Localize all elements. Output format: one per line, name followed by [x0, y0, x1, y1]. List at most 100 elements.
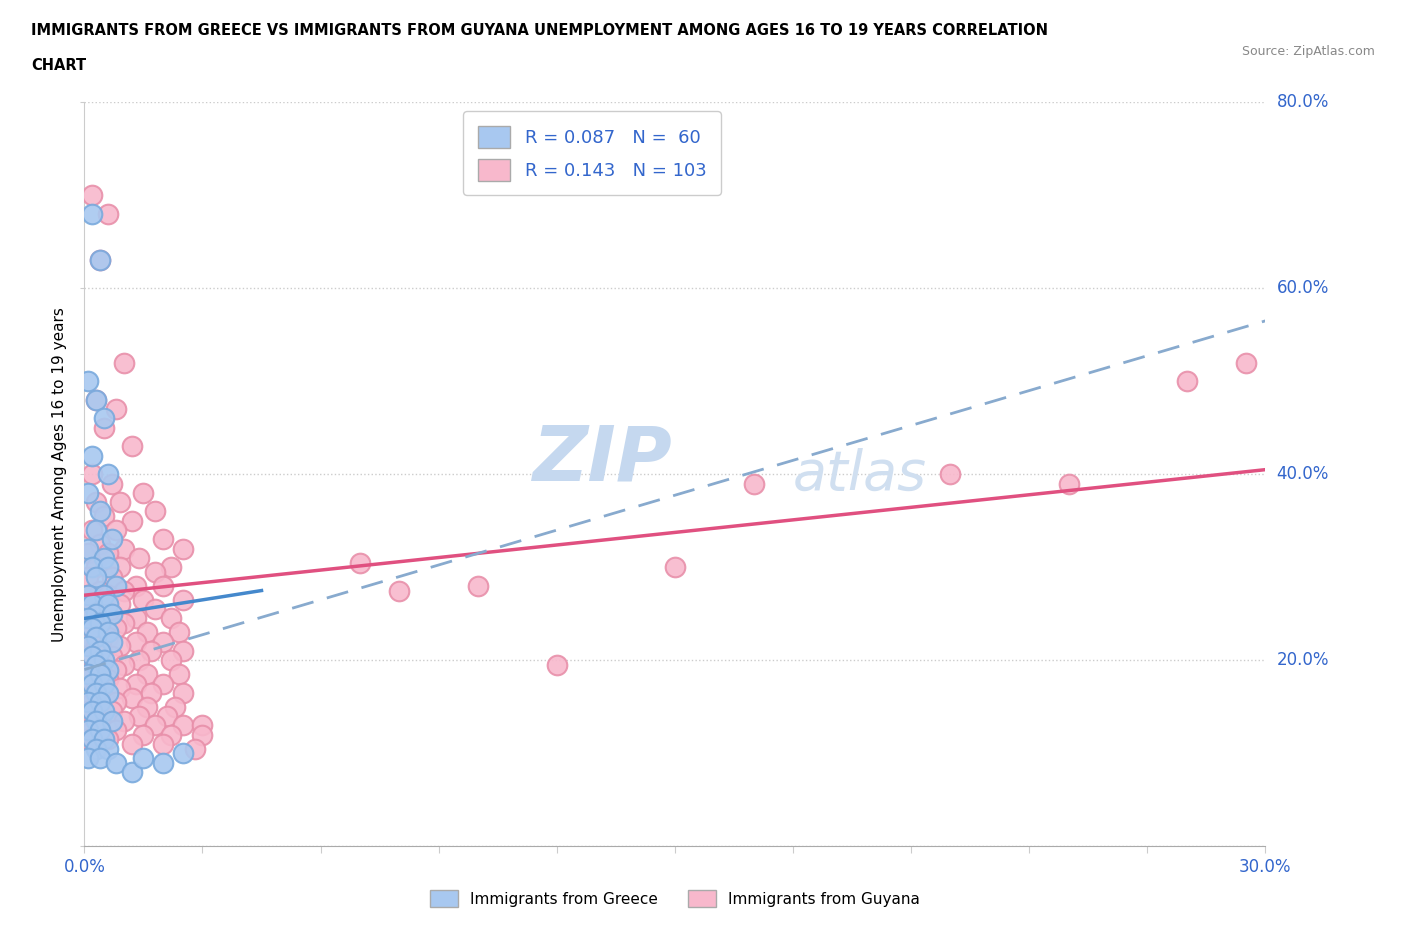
Point — [742, 476, 765, 491]
Point — [101, 704, 124, 719]
Point — [89, 713, 111, 728]
Point — [77, 630, 100, 644]
Point — [121, 513, 143, 528]
Point — [84, 523, 107, 538]
Point — [77, 671, 100, 686]
Point — [172, 592, 194, 607]
Point — [77, 588, 100, 603]
Point — [77, 751, 100, 765]
Point — [93, 704, 115, 719]
Point — [84, 392, 107, 407]
Point — [93, 676, 115, 691]
Point — [108, 681, 131, 696]
Point — [97, 560, 120, 575]
Point — [104, 402, 127, 417]
Point — [939, 467, 962, 482]
Point — [82, 467, 104, 482]
Point — [84, 741, 107, 756]
Point — [77, 374, 100, 389]
Text: IMMIGRANTS FROM GREECE VS IMMIGRANTS FROM GUYANA UNEMPLOYMENT AMONG AGES 16 TO 1: IMMIGRANTS FROM GREECE VS IMMIGRANTS FRO… — [31, 23, 1047, 38]
Point — [132, 751, 155, 765]
Point — [93, 420, 115, 435]
Point — [108, 597, 131, 612]
Point — [93, 411, 115, 426]
Point — [97, 630, 120, 644]
Point — [191, 718, 214, 733]
Point — [152, 737, 174, 751]
Point — [89, 644, 111, 658]
Point — [84, 569, 107, 584]
Point — [84, 606, 107, 621]
Legend: R = 0.087   N =  60, R = 0.143   N = 103: R = 0.087 N = 60, R = 0.143 N = 103 — [464, 112, 721, 195]
Point — [141, 685, 163, 700]
Point — [89, 695, 111, 710]
Point — [97, 467, 120, 482]
Point — [167, 625, 190, 640]
Point — [97, 671, 120, 686]
Y-axis label: Unemployment Among Ages 16 to 19 years: Unemployment Among Ages 16 to 19 years — [52, 307, 67, 642]
Point — [160, 560, 183, 575]
Point — [82, 723, 104, 737]
Point — [141, 644, 163, 658]
Point — [77, 546, 100, 561]
Point — [112, 658, 135, 672]
Point — [84, 639, 107, 654]
Point — [77, 541, 100, 556]
Text: Source: ZipAtlas.com: Source: ZipAtlas.com — [1241, 45, 1375, 58]
Point — [128, 551, 150, 565]
Point — [82, 732, 104, 747]
Point — [82, 597, 104, 612]
Point — [84, 392, 107, 407]
Point — [136, 667, 159, 682]
Point — [112, 616, 135, 631]
Point — [101, 569, 124, 584]
Point — [128, 653, 150, 668]
Point — [97, 588, 120, 603]
Point — [132, 485, 155, 500]
Point — [124, 676, 146, 691]
Point — [77, 485, 100, 500]
Point — [143, 504, 166, 519]
Point — [124, 578, 146, 593]
Point — [1175, 374, 1198, 389]
Legend: Immigrants from Greece, Immigrants from Guyana: Immigrants from Greece, Immigrants from … — [423, 884, 927, 913]
Point — [101, 532, 124, 547]
Point — [152, 532, 174, 547]
Point — [82, 662, 104, 677]
Point — [82, 448, 104, 463]
Point — [143, 602, 166, 617]
Point — [82, 648, 104, 663]
Point — [1234, 355, 1257, 370]
Point — [77, 611, 100, 626]
Point — [349, 555, 371, 570]
Point — [93, 588, 115, 603]
Point — [128, 709, 150, 724]
Point — [97, 732, 120, 747]
Point — [101, 476, 124, 491]
Point — [108, 560, 131, 575]
Point — [124, 611, 146, 626]
Point — [388, 583, 411, 598]
Point — [82, 206, 104, 221]
Point — [152, 578, 174, 593]
Text: CHART: CHART — [31, 58, 86, 73]
Point — [172, 718, 194, 733]
Text: 20.0%: 20.0% — [1277, 651, 1329, 670]
Point — [89, 583, 111, 598]
Point — [77, 723, 100, 737]
Point — [84, 658, 107, 672]
Point — [167, 667, 190, 682]
Point — [82, 620, 104, 635]
Point — [136, 699, 159, 714]
Point — [172, 746, 194, 761]
Point — [160, 611, 183, 626]
Point — [84, 681, 107, 696]
Point — [84, 560, 107, 575]
Point — [112, 583, 135, 598]
Point — [97, 662, 120, 677]
Point — [101, 648, 124, 663]
Point — [183, 741, 205, 756]
Point — [97, 625, 120, 640]
Point — [97, 206, 120, 221]
Point — [121, 690, 143, 705]
